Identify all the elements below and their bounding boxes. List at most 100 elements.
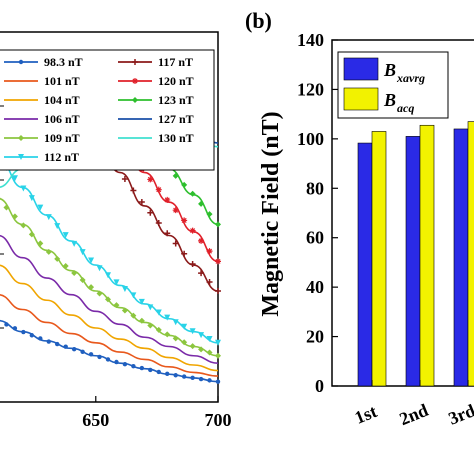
data-point [189,328,196,335]
data-point [105,357,111,362]
y-tick-label: 140 [297,30,324,50]
data-point [37,204,44,211]
data-point [80,349,85,354]
data-point [147,176,154,183]
bar-xavrg-2nd [405,136,421,387]
data-point [189,343,196,350]
data-point [55,341,60,347]
data-point [189,227,196,234]
data-point [3,204,10,211]
data-point [45,248,52,255]
data-point [0,197,1,200]
y-tick-label: 60 [306,228,324,248]
data-point [215,221,221,228]
series-98-3-nt [0,319,221,384]
data-point [28,231,35,238]
data-point [172,240,179,247]
data-point [131,363,136,369]
data-point [172,207,179,214]
legend-item: 104 nT [4,93,80,107]
data-point [164,230,171,237]
data-point [130,292,137,299]
data-point [147,304,154,311]
legend-item: 123 nT [118,93,194,107]
data-point [63,344,68,349]
legend-item: 106 nT [4,112,80,126]
x-tick-label: 3rd [445,400,474,429]
data-point [215,379,221,384]
data-point [198,332,205,339]
bar-acq-1st [371,131,387,387]
data-point [71,269,78,276]
data-point [28,195,35,202]
legend-label-subscript: xavrg [396,71,425,85]
data-point [155,309,162,316]
data-point [88,257,95,264]
data-point [37,240,44,247]
data-point [54,223,61,230]
legend-box [0,49,215,171]
bar-acq-2nd [419,124,435,387]
x-tick-label: 1st [352,401,380,428]
x-tick-label: 650 [82,410,109,430]
data-point [155,186,162,193]
legend-label: 127 nT [158,112,194,126]
data-point [206,349,213,356]
legend-label: 117 nT [158,55,193,69]
series-112-nt [0,154,221,346]
data-point [105,272,111,279]
series-line [0,294,219,377]
data-point [198,200,205,207]
legend-label-subscript: acq [397,101,414,115]
data-point [21,329,26,335]
data-point [164,196,171,203]
legend-label: 130 nT [158,131,194,145]
data-point [198,346,205,353]
legend-label: B [383,90,396,110]
x-tick-label: 700 [205,410,232,430]
data-point [113,279,120,286]
data-point [18,59,24,65]
data-point [189,260,196,267]
series-104-nt [0,264,219,372]
data-point [155,326,162,333]
legend-item: 112 nT [4,150,79,164]
bar-xavrg-1st [357,142,373,387]
data-point [114,359,119,365]
data-point [198,270,205,277]
series-101-nt [0,294,219,377]
data-point [113,302,120,309]
legend-label: 104 nT [44,93,80,107]
legend-item: 130 nT [118,131,194,145]
data-point [88,352,94,357]
legend: 98.3 nT 101 nT 104 nT 106 nT 109 nT 112 nT 117… [0,49,215,171]
data-point [105,296,111,303]
data-point [172,319,179,326]
data-point [164,314,171,321]
data-point [206,335,213,342]
data-point [79,249,86,256]
bar-chart-panel: (b) Magnetic Field (nT) 0 20 40 60 80 100 120 1… [245,8,474,429]
legend-item: 109 nT [4,131,80,145]
data-point [181,250,188,257]
legend-item: 117 nT [118,55,193,69]
legend-swatch [343,87,379,111]
data-point [181,339,188,346]
data-point [18,154,24,160]
data-point [189,190,196,197]
data-point [97,354,102,360]
bar-series-group [357,121,474,387]
data-point [172,335,179,342]
legend-label: 112 nT [44,150,79,164]
data-point [130,312,137,319]
data-point [173,373,178,378]
series-106-nt [0,235,219,364]
data-point [46,339,51,344]
data-point [130,187,137,194]
y-tick-label: 100 [297,129,324,149]
bar-acq-3rd [467,121,474,387]
data-point [45,214,52,221]
